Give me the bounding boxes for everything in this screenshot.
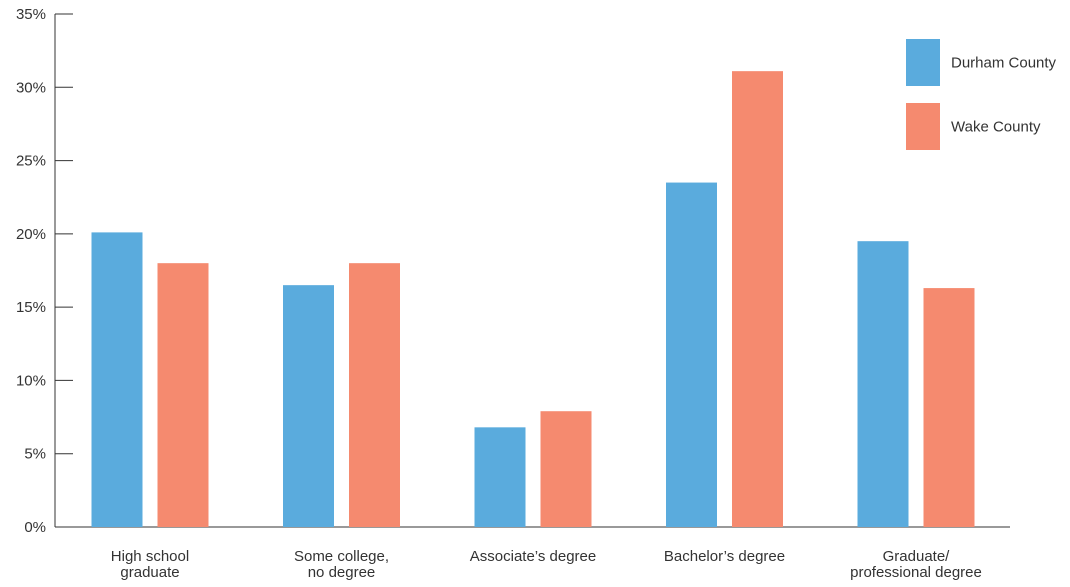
legend-swatch bbox=[906, 103, 940, 150]
x-category-label: Associate’s degree bbox=[470, 548, 596, 565]
y-tick-label: 25% bbox=[16, 153, 46, 170]
x-category-label: no degree bbox=[308, 564, 376, 581]
bar-wake-county-4 bbox=[923, 288, 975, 527]
y-tick-label: 20% bbox=[16, 226, 46, 243]
y-tick-label: 35% bbox=[16, 6, 46, 23]
x-category-label: Graduate/ bbox=[883, 548, 951, 565]
x-category-label: Some college, bbox=[294, 548, 389, 565]
bar-wake-county-3 bbox=[732, 71, 783, 528]
legend-label: Durham County bbox=[951, 55, 1057, 72]
y-tick-label: 15% bbox=[16, 299, 46, 316]
y-tick-label: 10% bbox=[16, 372, 46, 389]
x-category-label: High school bbox=[111, 548, 189, 565]
y-tick-label: 5% bbox=[24, 446, 46, 463]
bar-durham-county-1 bbox=[283, 285, 334, 527]
bars bbox=[91, 71, 975, 528]
legend-swatch bbox=[906, 39, 940, 86]
x-category-label: graduate bbox=[120, 564, 179, 581]
x-category-label: professional degree bbox=[850, 564, 982, 581]
y-tick-label: 30% bbox=[16, 79, 46, 96]
y-axis: 0% 5% 10% 15% 20% 25% 30% 35% bbox=[16, 6, 73, 536]
bar-wake-county-2 bbox=[540, 411, 592, 527]
x-category-label: Bachelor’s degree bbox=[664, 548, 785, 565]
bar-wake-county-0 bbox=[157, 263, 209, 527]
y-tick-label: 0% bbox=[24, 519, 46, 536]
legend-label: Wake County bbox=[951, 119, 1041, 136]
legend: Durham County Wake County bbox=[906, 39, 1057, 150]
bar-durham-county-0 bbox=[91, 232, 143, 528]
bar-wake-county-1 bbox=[349, 263, 400, 527]
bar-durham-county-4 bbox=[857, 241, 909, 527]
bar-durham-county-2 bbox=[474, 427, 526, 527]
bar-durham-county-3 bbox=[666, 182, 717, 528]
